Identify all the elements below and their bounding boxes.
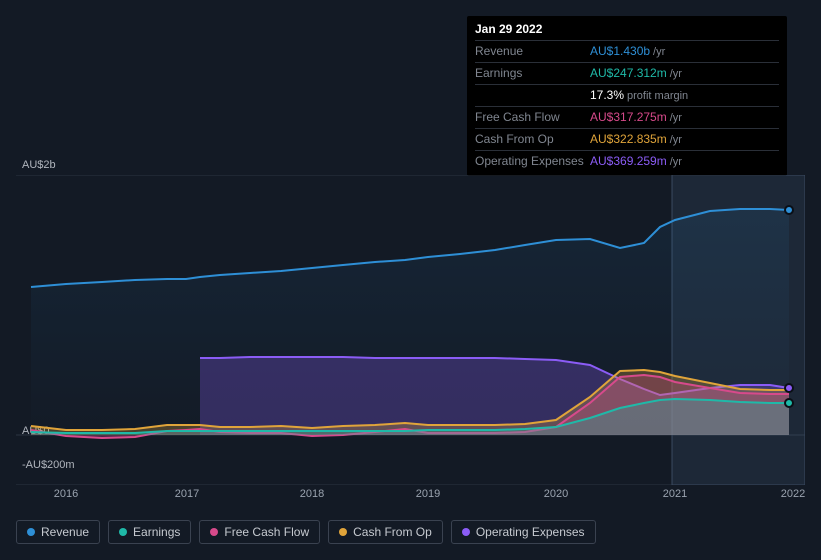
- tooltip-metric-suffix: /yr: [653, 44, 665, 60]
- tooltip-metric-suffix: /yr: [670, 66, 682, 82]
- chart-tooltip: Jan 29 2022 RevenueAU$1.430b/yrEarningsA…: [467, 16, 787, 176]
- x-axis-label: 2017: [175, 488, 199, 500]
- tooltip-metric-label: Revenue: [475, 43, 590, 59]
- tooltip-metric-suffix: /yr: [670, 110, 682, 126]
- x-axis-label: 2022: [781, 488, 805, 500]
- legend-dot-icon: [27, 528, 35, 536]
- tooltip-metric-value: AU$317.275m: [590, 109, 667, 125]
- legend-label: Earnings: [133, 525, 180, 539]
- legend-dot-icon: [210, 528, 218, 536]
- series-marker-revenue: [785, 206, 793, 214]
- tooltip-row: 17.3%profit margin: [475, 84, 779, 106]
- financials-chart[interactable]: [16, 175, 805, 485]
- legend-label: Revenue: [41, 525, 89, 539]
- chart-container: Jan 29 2022 RevenueAU$1.430b/yrEarningsA…: [0, 0, 821, 560]
- legend-item[interactable]: Cash From Op: [328, 520, 443, 544]
- tooltip-metric-label: Free Cash Flow: [475, 109, 590, 125]
- tooltip-row: Operating ExpensesAU$369.259m/yr: [475, 150, 779, 172]
- legend-label: Free Cash Flow: [224, 525, 309, 539]
- tooltip-metric-label: Operating Expenses: [475, 153, 590, 169]
- tooltip-metric-value: AU$322.835m: [590, 131, 667, 147]
- legend-item[interactable]: Operating Expenses: [451, 520, 596, 544]
- y-axis-label: AU$2b: [22, 159, 56, 171]
- x-axis-label: 2016: [54, 488, 78, 500]
- legend-item[interactable]: Revenue: [16, 520, 100, 544]
- legend: Revenue Earnings Free Cash Flow Cash From O…: [16, 520, 596, 544]
- tooltip-metric-suffix: /yr: [670, 132, 682, 148]
- legend-dot-icon: [119, 528, 127, 536]
- tooltip-metric-suffix: profit margin: [627, 88, 688, 104]
- tooltip-metric-suffix: /yr: [670, 154, 682, 170]
- x-axis-label: 2021: [663, 488, 687, 500]
- x-axis-label: 2019: [416, 488, 440, 500]
- x-axis-label: 2018: [300, 488, 324, 500]
- tooltip-row: EarningsAU$247.312m/yr: [475, 62, 779, 84]
- tooltip-metric-value: AU$247.312m: [590, 65, 667, 81]
- tooltip-metric-label: Earnings: [475, 65, 590, 81]
- tooltip-row: Free Cash FlowAU$317.275m/yr: [475, 106, 779, 128]
- legend-item[interactable]: Earnings: [108, 520, 191, 544]
- tooltip-row: RevenueAU$1.430b/yr: [475, 40, 779, 62]
- tooltip-metric-value: AU$369.259m: [590, 153, 667, 169]
- tooltip-metric-label: Cash From Op: [475, 131, 590, 147]
- tooltip-metric-value: 17.3%: [590, 87, 624, 103]
- tooltip-date: Jan 29 2022: [475, 22, 779, 36]
- x-axis-label: 2020: [544, 488, 568, 500]
- series-marker-earnings: [785, 399, 793, 407]
- legend-dot-icon: [462, 528, 470, 536]
- tooltip-row: Cash From OpAU$322.835m/yr: [475, 128, 779, 150]
- legend-label: Cash From Op: [353, 525, 432, 539]
- tooltip-metric-value: AU$1.430b: [590, 43, 650, 59]
- legend-item[interactable]: Free Cash Flow: [199, 520, 320, 544]
- legend-label: Operating Expenses: [476, 525, 585, 539]
- legend-dot-icon: [339, 528, 347, 536]
- series-marker-operatingExpenses: [785, 384, 793, 392]
